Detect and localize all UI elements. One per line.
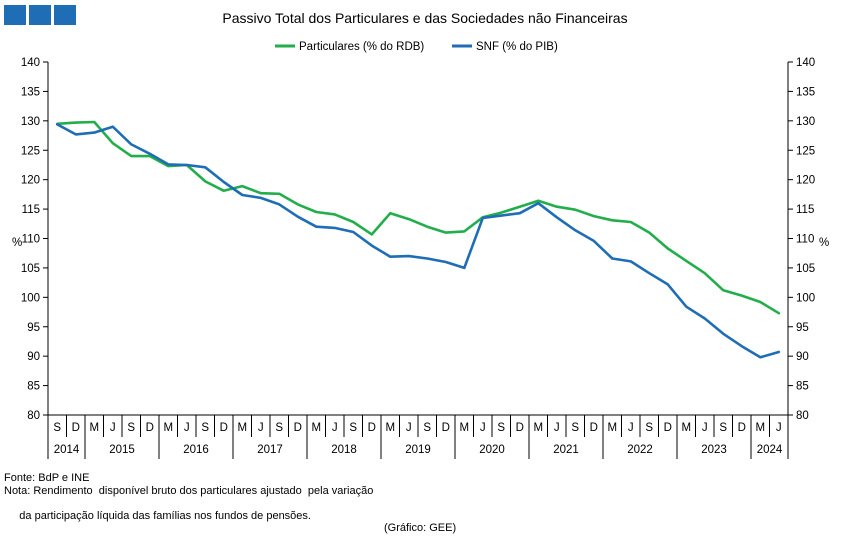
logo: [4, 5, 76, 25]
x-tick-label: D: [442, 422, 450, 434]
logo-square: [29, 5, 51, 25]
y-tick-label-right: 130: [796, 116, 815, 128]
x-tick-label: J: [776, 422, 782, 434]
y-tick-label-right: 85: [796, 381, 809, 393]
x-tick-label: J: [480, 422, 486, 434]
y-tick-label-right: 125: [796, 145, 815, 157]
x-tick-label: S: [719, 422, 727, 434]
y-tick-label-right: 90: [796, 351, 809, 363]
x-tick-label: M: [533, 422, 543, 434]
year-label: 2015: [109, 444, 135, 456]
year-label: 2021: [553, 444, 579, 456]
axes: 80 80 85 85 90 90 95 95 100 100 105 105 110 110 115 115…: [12, 57, 829, 459]
x-tick-label: S: [127, 422, 135, 434]
y-axis-label-left: %: [12, 237, 22, 249]
y-tick-label-left: 135: [21, 86, 40, 98]
x-tick-label: D: [368, 422, 376, 434]
x-tick-label: D: [738, 422, 746, 434]
legend-label: SNF (% do PIB): [476, 41, 558, 53]
year-label: 2019: [405, 444, 431, 456]
note-line-1: Nota: Rendimento disponível bruto dos pa…: [4, 484, 374, 497]
x-tick-label: J: [258, 422, 264, 434]
x-tick-label: S: [423, 422, 431, 434]
legend: Particulares (% do RDB) SNF (% do PIB): [275, 41, 558, 53]
series-lines: [55, 120, 781, 359]
year-label: 2022: [627, 444, 653, 456]
y-tick-label-left: 115: [22, 204, 40, 216]
logo-square: [4, 5, 26, 25]
y-tick-label-left: 100: [21, 292, 40, 304]
series-line: [55, 120, 781, 315]
chart-title: Passivo Total dos Particulares e das Soc…: [222, 10, 627, 26]
credit-note: (Gráfico: GEE): [384, 522, 457, 534]
x-tick-label: M: [89, 422, 99, 434]
y-tick-label-right: 115: [796, 204, 814, 216]
y-tick-label-right: 80: [796, 410, 809, 422]
x-tick-label: J: [406, 422, 412, 434]
x-tick-label: D: [590, 422, 598, 434]
x-tick-label: J: [628, 422, 634, 434]
logo-square: [54, 5, 76, 25]
x-tick-label: D: [664, 422, 672, 434]
x-tick-label: M: [607, 422, 617, 434]
y-tick-label-right: 120: [796, 175, 815, 187]
y-tick-label-left: 80: [27, 410, 40, 422]
year-label: 2016: [183, 444, 209, 456]
x-tick-label: M: [681, 422, 691, 434]
x-tick-label: D: [146, 422, 154, 434]
x-tick-label: D: [294, 422, 302, 434]
y-axis-label-right: %: [819, 237, 829, 249]
note-line-2: da participação líquida das famílias nos…: [16, 509, 311, 522]
x-tick-label: S: [571, 422, 579, 434]
y-tick-label-right: 110: [796, 234, 814, 246]
x-tick-label: S: [497, 422, 505, 434]
y-tick-label-left: 125: [21, 145, 40, 157]
year-label: 2017: [257, 444, 283, 456]
y-tick-label-left: 85: [27, 381, 40, 393]
y-tick-label-right: 105: [796, 263, 815, 275]
x-tick-label: M: [385, 422, 395, 434]
series-line: [55, 123, 781, 359]
year-label: 2023: [701, 444, 727, 456]
x-tick-label: M: [237, 422, 247, 434]
chart: Passivo Total dos Particulares e das Soc…: [4, 5, 829, 459]
x-tick-label: S: [53, 422, 61, 434]
y-tick-label-right: 95: [796, 322, 809, 334]
legend-label: Particulares (% do RDB): [299, 41, 424, 53]
x-tick-label: D: [516, 422, 524, 434]
x-tick-label: D: [220, 422, 228, 434]
x-tick-label: S: [645, 422, 653, 434]
x-tick-label: J: [332, 422, 338, 434]
y-tick-label-right: 140: [796, 57, 815, 69]
x-tick-label: M: [459, 422, 469, 434]
y-tick-label-left: 120: [21, 175, 40, 187]
year-label: 2018: [331, 444, 357, 456]
y-tick-label-right: 135: [796, 86, 815, 98]
x-tick-label: J: [184, 422, 190, 434]
year-label: 2014: [54, 444, 80, 456]
x-tick-label: J: [554, 422, 560, 434]
x-tick-label: J: [110, 422, 116, 434]
year-label: 2024: [757, 444, 783, 456]
x-tick-label: J: [702, 422, 708, 434]
y-tick-label-left: 130: [21, 116, 40, 128]
y-tick-label-left: 105: [21, 263, 40, 275]
y-tick-label-right: 100: [796, 292, 815, 304]
x-tick-label: S: [275, 422, 283, 434]
y-tick-label-left: 90: [27, 351, 40, 363]
y-tick-label-left: 110: [22, 234, 40, 246]
source-note: Fonte: BdP e INE: [4, 472, 90, 484]
y-tick-label-left: 95: [27, 322, 40, 334]
footer: Fonte: BdP e INE Nota: Rendimento dispon…: [4, 472, 456, 547]
y-tick-label-left: 140: [21, 57, 40, 69]
x-tick-label: S: [201, 422, 209, 434]
x-tick-label: M: [755, 422, 765, 434]
x-tick-label: D: [72, 422, 80, 434]
x-tick-label: M: [163, 422, 173, 434]
x-tick-label: S: [349, 422, 357, 434]
x-tick-label: M: [311, 422, 321, 434]
year-label: 2020: [479, 444, 505, 456]
